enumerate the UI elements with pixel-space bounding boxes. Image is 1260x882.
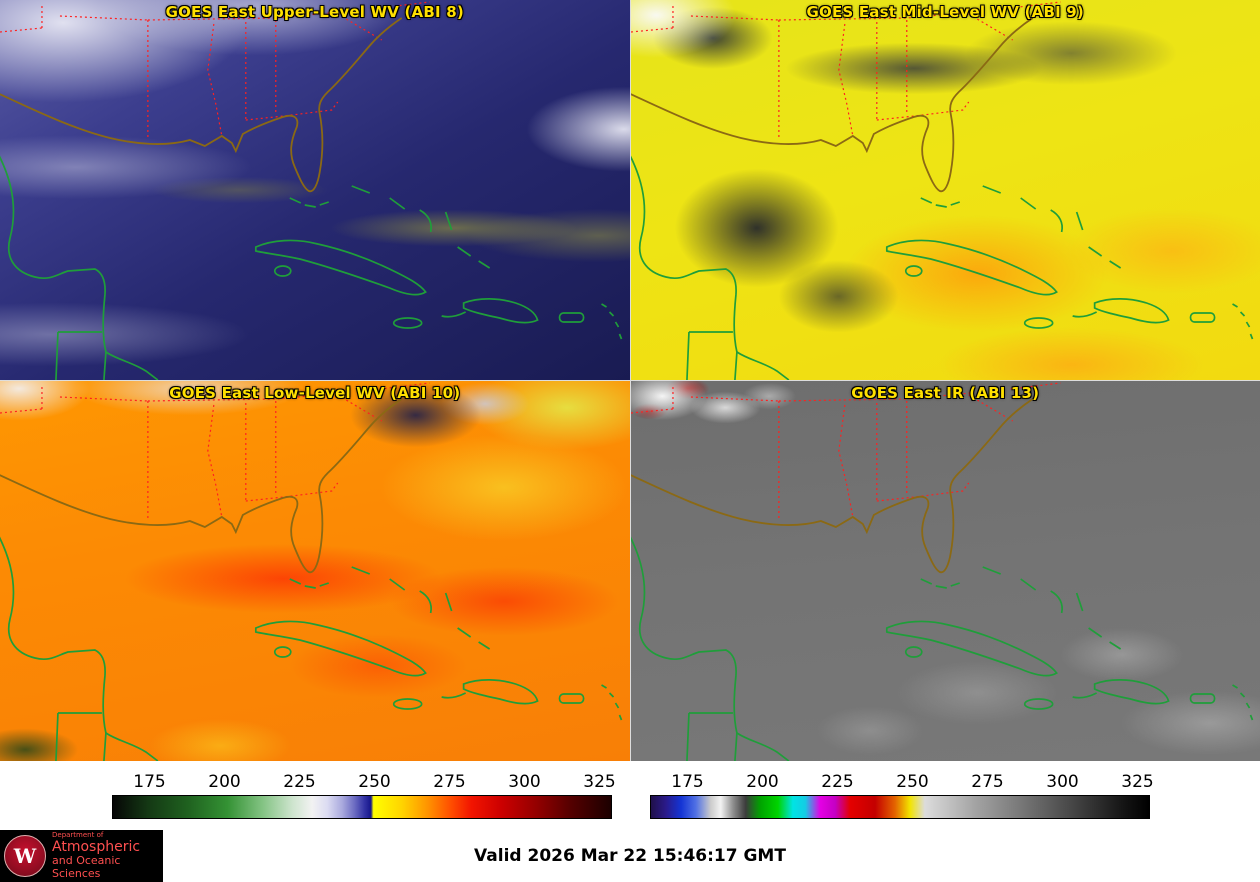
tick-label: 325 — [1121, 772, 1154, 792]
logo-line-2: and Oceanic Sciences — [52, 854, 121, 881]
tick-label: 175 — [671, 772, 704, 792]
map-overlay — [630, 1, 1253, 380]
panel-title-low-level-wv: GOES East Low-Level WV (ABI 10) — [169, 384, 461, 402]
tick-label: 275 — [971, 772, 1004, 792]
ir-colorbar — [650, 795, 1150, 819]
tick-label: 225 — [821, 772, 854, 792]
tick-label: 175 — [133, 772, 166, 792]
valid-time: Valid 2026 Mar 22 15:46:17 GMT — [474, 846, 786, 866]
footer: Valid 2026 Mar 22 15:46:17 GMT W Departm… — [0, 830, 1260, 882]
map-overlay-use — [630, 382, 1253, 761]
tick-label: 200 — [746, 772, 779, 792]
logo-dept-line: Department of — [52, 831, 104, 840]
tick-label: 200 — [208, 772, 241, 792]
wv-colorbar-ticks: 175 200 225 250 275 300 325 — [112, 767, 616, 795]
tick-label: 300 — [508, 772, 541, 792]
uw-crest-icon: W — [4, 835, 46, 877]
wv-colorbar-block: 175 200 225 250 275 300 325 — [112, 767, 616, 830]
panel-title-upper-level-wv: GOES East Upper-Level WV (ABI 8) — [165, 3, 464, 21]
tick-label: 275 — [433, 772, 466, 792]
panel-ir: GOES East IR (ABI 13) — [630, 381, 1260, 761]
logo-text: Department of Atmospheric and Oceanic Sc… — [52, 831, 163, 880]
map-overlay — [0, 382, 623, 761]
ir-colorbar-ticks: 175 200 225 250 275 300 325 — [650, 767, 1154, 795]
map-overlay-use — [0, 1, 623, 380]
tick-label: 250 — [358, 772, 391, 792]
uw-aos-logo: W Department of Atmospheric and Oceanic … — [0, 830, 163, 882]
tick-label: 250 — [896, 772, 929, 792]
map-overlay-use — [630, 1, 1253, 380]
panel-title-mid-level-wv: GOES East Mid-Level WV (ABI 9) — [806, 3, 1084, 21]
panel-low-level-wv: GOES East Low-Level WV (ABI 10) — [0, 381, 630, 761]
ir-colorbar-block: 175 200 225 250 275 300 325 — [650, 767, 1154, 830]
map-overlay-use — [0, 382, 623, 761]
logo-line-1: Atmospheric — [52, 839, 141, 856]
map-overlay — [630, 382, 1253, 761]
tick-label: 325 — [583, 772, 616, 792]
map-overlay — [0, 1, 623, 380]
panel-mid-level-wv: GOES East Mid-Level WV (ABI 9) — [630, 0, 1260, 380]
tick-label: 225 — [283, 772, 316, 792]
image-grid: GOES East Upper-Level WV (ABI 8) GOES Ea… — [0, 0, 1260, 761]
colorbar-section: 175 200 225 250 275 300 325 175 200 225 … — [0, 761, 1260, 830]
panel-upper-level-wv: GOES East Upper-Level WV (ABI 8) — [0, 0, 630, 380]
tick-label: 300 — [1046, 772, 1079, 792]
wv-colorbar — [112, 795, 612, 819]
panel-title-ir: GOES East IR (ABI 13) — [851, 384, 1040, 402]
